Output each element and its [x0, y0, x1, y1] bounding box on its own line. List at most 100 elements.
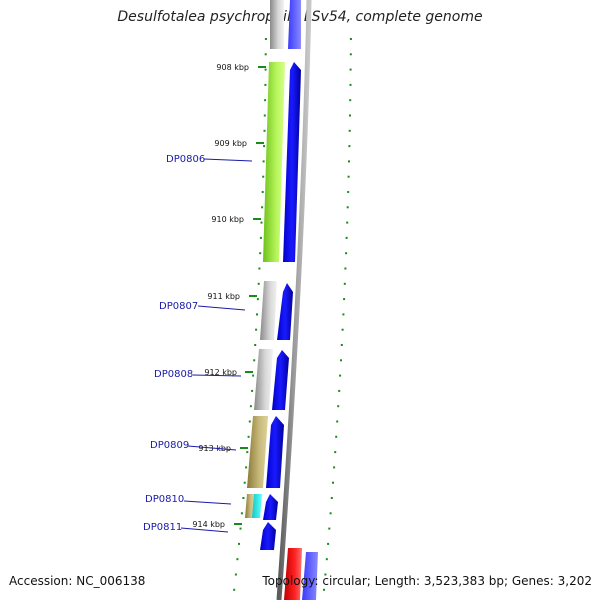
guide-dot — [240, 512, 243, 515]
cog-block-dp0810-a — [245, 494, 254, 518]
guide-dot — [256, 298, 259, 301]
gene-arrow-dp0807 — [277, 283, 293, 340]
guide-dot — [260, 221, 263, 224]
guide-dot — [264, 68, 267, 71]
guide-dot — [323, 588, 325, 591]
cog-block-dp0806 — [263, 62, 285, 262]
guide-dot — [349, 114, 351, 117]
guide-dot — [264, 53, 267, 56]
guide-dot — [263, 145, 266, 148]
strand-track — [260, 0, 318, 600]
guide-dot — [264, 99, 267, 102]
leader-line — [180, 527, 229, 533]
guide-dot — [262, 175, 265, 178]
guide-dot — [337, 405, 340, 408]
guide-dot — [258, 267, 261, 270]
gene-arrow-top — [288, 0, 301, 49]
guide-dots — [233, 38, 352, 591]
guide-dot — [347, 175, 350, 178]
leader-line — [197, 305, 246, 311]
guide-dot — [332, 481, 334, 484]
guide-dot — [252, 374, 255, 377]
guide-dot — [335, 435, 338, 438]
genome-backbone — [276, 0, 312, 600]
guide-dot — [257, 282, 260, 285]
guide-dot — [264, 38, 267, 40]
gene-arrow-dp0811 — [260, 522, 276, 550]
guide-dot — [234, 573, 237, 576]
guide-dot — [341, 328, 344, 331]
guide-dot — [349, 53, 352, 56]
guide-dot — [236, 558, 239, 561]
leader-line — [192, 374, 242, 377]
guide-dot — [245, 466, 248, 469]
guide-dot — [328, 527, 331, 530]
guide-dot — [239, 527, 242, 530]
gene-label-dp0809[interactable]: DP0809 — [150, 440, 189, 451]
guide-dot — [329, 512, 332, 515]
guide-dot — [327, 542, 330, 545]
guide-dot — [246, 451, 249, 454]
gene-label-dp0808[interactable]: DP0808 — [154, 369, 193, 380]
gene-arrow-dp0809 — [266, 416, 284, 488]
guide-dot — [340, 344, 343, 346]
guide-dot — [238, 542, 240, 545]
gene-labels: DP0806 DP0807 DP0808 DP0809 DP0810 DP081… — [143, 154, 253, 533]
guide-dot — [330, 497, 333, 499]
guide-dot — [255, 328, 258, 331]
tick-label: 912 kbp — [204, 368, 237, 377]
tick-label: 909 kbp — [214, 139, 247, 148]
gene-label-dp0811[interactable]: DP0811 — [143, 522, 182, 533]
guide-dot — [346, 221, 349, 224]
guide-dot — [333, 466, 336, 469]
gene-label-dp0807[interactable]: DP0807 — [159, 301, 198, 312]
leader-line — [187, 445, 237, 451]
guide-dot — [349, 68, 352, 71]
guide-dot — [348, 160, 350, 163]
tick-label: 911 kbp — [207, 292, 240, 301]
gene-arrow-bottom — [302, 552, 318, 600]
cog-block-dp0809 — [247, 416, 268, 488]
guide-dot — [325, 558, 328, 561]
guide-dot — [259, 252, 262, 255]
guide-dot — [263, 129, 266, 132]
guide-dot — [339, 374, 342, 377]
guide-dot — [263, 114, 266, 117]
genome-summary-text: Topology: circular; Length: 3,523,383 bp… — [262, 574, 592, 588]
guide-dot — [344, 267, 347, 270]
gene-label-dp0806[interactable]: DP0806 — [166, 154, 205, 165]
guide-dot — [249, 405, 252, 408]
guide-dot — [259, 236, 262, 239]
guide-dot — [345, 252, 348, 255]
guide-dot — [242, 497, 245, 499]
guide-dot — [342, 313, 345, 316]
gene-arrow-dp0806 — [283, 62, 301, 262]
guide-dot — [349, 83, 352, 86]
cog-track — [245, 0, 302, 600]
guide-dot — [251, 389, 254, 392]
gene-label-dp0810[interactable]: DP0810 — [145, 494, 184, 505]
guide-dot — [349, 38, 352, 40]
guide-dot — [247, 435, 250, 438]
guide-dot — [254, 344, 257, 346]
tick-label: 910 kbp — [211, 215, 244, 224]
guide-dot — [334, 451, 337, 454]
guide-dot — [253, 359, 256, 362]
leader-line — [203, 158, 253, 162]
guide-dot — [343, 282, 346, 285]
leader-line — [183, 500, 232, 505]
tick-label: 914 kbp — [192, 520, 225, 529]
guide-dot — [233, 588, 236, 591]
cog-block-dp0810-b — [252, 494, 262, 518]
guide-dot — [340, 359, 342, 362]
guide-dot — [264, 83, 267, 86]
cog-block-top — [270, 0, 284, 49]
guide-dot — [345, 236, 348, 239]
gene-arrow-dp0810 — [263, 494, 278, 520]
guide-dot — [243, 481, 246, 484]
cog-block-bottom — [284, 548, 302, 600]
accession-text: Accession: NC_006138 — [9, 574, 146, 588]
guide-dot — [336, 420, 339, 423]
guide-dot — [348, 145, 351, 148]
